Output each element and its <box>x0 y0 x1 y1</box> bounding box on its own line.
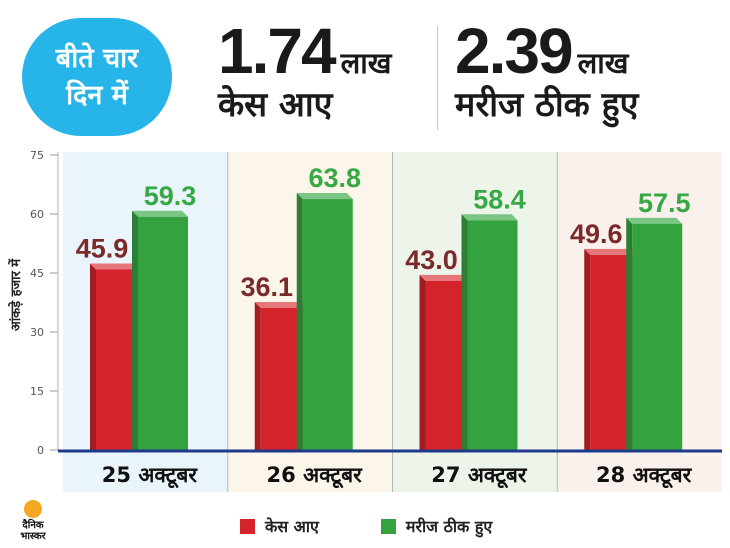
badge-line-2: दिन में <box>66 80 128 111</box>
recovered-total-unit: लाख <box>577 46 629 80</box>
badge-line-1: बीते चार <box>55 43 139 74</box>
bar-side <box>584 248 591 450</box>
bar-side <box>626 217 633 450</box>
bar-top <box>296 193 353 200</box>
bar-recovered <box>138 216 188 450</box>
newspaper-logo: दैनिक भास्कर <box>8 496 58 542</box>
y-tick-label: 60 <box>30 208 44 221</box>
bar-recovered <box>302 199 353 450</box>
legend-label-cases: केस आए <box>265 517 319 536</box>
bar-recovered <box>467 220 518 450</box>
bar-side <box>419 274 426 450</box>
header: बीते चार दिन में 1.74 लाख केस आए 2.39 लाख … <box>0 0 730 145</box>
value-label-cases: 43.0 <box>405 245 458 275</box>
y-tick-label: 0 <box>37 444 44 457</box>
x-category-label: 28 अक्टूबर <box>596 463 693 489</box>
bar-top <box>461 214 518 221</box>
cases-stat: 1.74 लाख केस आए <box>218 14 391 126</box>
logo-line-1: दैनिक <box>22 520 44 531</box>
y-tick-label: 15 <box>30 385 44 398</box>
bar-side <box>90 263 96 450</box>
recovered-total-value: 2.39 <box>455 15 574 87</box>
period-badge: बीते चार दिन में <box>22 18 172 136</box>
cases-total-caption: केस आए <box>218 85 333 125</box>
bar-side <box>461 214 468 450</box>
x-category-label: 25 अक्टूबर <box>102 463 199 489</box>
legend-swatch-cases <box>240 518 255 534</box>
bar-side <box>132 210 138 450</box>
y-tick-label: 45 <box>30 267 44 280</box>
legend-item-recovered: मरीज ठीक हुए <box>380 515 493 537</box>
logo-line-2: भास्कर <box>20 531 46 542</box>
legend: केस आए मरीज ठीक हुए <box>240 515 492 537</box>
value-label-recovered: 57.5 <box>638 188 691 218</box>
recovered-total-caption: मरीज ठीक हुए <box>455 85 639 125</box>
legend-label-recovered: मरीज ठीक हुए <box>405 517 493 536</box>
sun-icon <box>24 500 42 518</box>
bar-top <box>626 217 683 224</box>
recovered-stat: 2.39 लाख मरीज ठीक हुए <box>455 14 638 126</box>
cases-total-value: 1.74 <box>218 15 337 87</box>
value-label-cases: 36.1 <box>240 272 293 302</box>
value-label-recovered: 58.4 <box>473 184 526 214</box>
y-tick-label: 30 <box>30 326 44 339</box>
value-label-cases: 45.9 <box>76 233 129 263</box>
x-category-label: 27 अक्टूबर <box>431 463 528 489</box>
legend-item-cases: केस आए <box>240 515 319 537</box>
legend-swatch-recovered <box>380 518 396 534</box>
value-label-recovered: 63.8 <box>308 163 361 193</box>
bar-top <box>132 210 188 217</box>
x-category-label: 26 अक्टूबर <box>267 463 364 489</box>
bar-side <box>254 302 261 450</box>
y-axis-label: आंकड़े हजार में <box>9 258 24 332</box>
header-divider <box>437 26 438 130</box>
y-tick-label: 75 <box>30 149 44 162</box>
value-label-recovered: 59.3 <box>144 181 197 211</box>
cases-total-unit: लाख <box>340 46 392 80</box>
bar-side <box>296 193 303 450</box>
value-label-cases: 49.6 <box>570 219 623 249</box>
bar-recovered <box>632 223 683 450</box>
